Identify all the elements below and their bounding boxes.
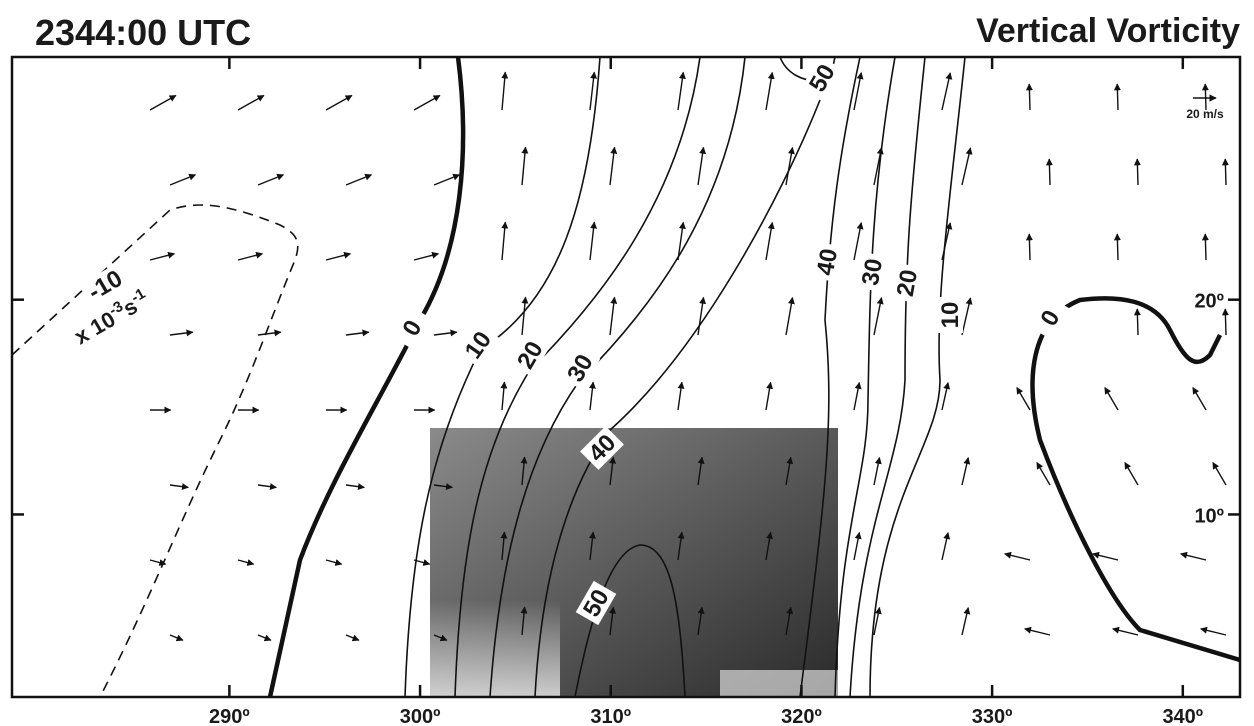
wind-vector	[1049, 159, 1050, 185]
wind-vector	[874, 458, 880, 485]
wind-vector	[1029, 84, 1030, 110]
wind-vector	[874, 298, 881, 335]
wind-vector	[1137, 309, 1138, 335]
wind-vector	[1181, 554, 1206, 560]
wind-vector	[1225, 159, 1226, 185]
wind-vector	[502, 222, 505, 260]
wind-vector	[962, 608, 968, 635]
wind-vector	[942, 73, 950, 110]
wind-vector	[610, 147, 615, 185]
wind-vector	[962, 148, 970, 185]
y-tick-label: 20º	[1194, 291, 1224, 313]
wind-vector	[766, 73, 772, 110]
contour-line	[1033, 298, 1240, 660]
wind-vector	[150, 254, 174, 260]
y-tick-label: 10º	[1194, 505, 1224, 527]
wind-vector	[678, 382, 682, 410]
contour-line	[12, 205, 298, 697]
x-tick-label: 330º	[972, 706, 1013, 726]
wind-vector	[1117, 84, 1118, 110]
wind-vector	[1005, 554, 1030, 560]
wind-vector	[610, 297, 615, 335]
wind-vector	[1025, 629, 1050, 635]
wind-vector	[854, 223, 861, 260]
wind-vector	[434, 175, 459, 185]
wind-vector	[766, 223, 772, 260]
x-tick-label: 300º	[400, 706, 441, 726]
contour-label: 10	[937, 302, 964, 329]
contour-label: 30	[857, 257, 888, 288]
wind-vector	[1125, 463, 1138, 485]
wind-vector	[258, 635, 271, 640]
wind-vector	[1029, 234, 1030, 260]
wind-vector	[326, 95, 352, 110]
wind-vector	[1017, 388, 1030, 410]
wind-vector	[238, 95, 264, 110]
wind-vector	[346, 175, 371, 185]
wind-vector	[854, 383, 859, 410]
wind-vector	[1201, 629, 1226, 635]
wind-vector	[238, 254, 262, 260]
wind-vector	[1105, 388, 1118, 410]
contour-line	[835, 57, 895, 697]
wind-vector	[786, 298, 792, 335]
x-tick-label: 310º	[590, 706, 631, 726]
x-tick-label: 290º	[209, 706, 250, 726]
wind-vector	[150, 95, 176, 110]
wind-vector	[590, 222, 594, 260]
wind-vector	[678, 72, 683, 110]
wind-vector	[942, 383, 948, 410]
wind-vector	[590, 382, 593, 410]
wind-vector	[258, 332, 281, 335]
wind-vector	[854, 533, 859, 560]
wind-vector	[346, 332, 369, 335]
wind-vector	[238, 560, 254, 564]
wind-vector	[346, 635, 359, 640]
wind-vector	[698, 297, 703, 335]
x-tick-label: 320º	[781, 706, 822, 726]
wind-vector	[1205, 234, 1206, 260]
wind-vector	[258, 175, 283, 185]
wind-vector	[522, 147, 526, 185]
wind-vector	[434, 332, 457, 335]
wind-vector	[590, 72, 594, 110]
wind-vector	[170, 332, 193, 335]
chart-title: 2344:00 UTC	[35, 12, 251, 53]
wind-vector	[522, 297, 526, 335]
wind-vector	[1193, 388, 1206, 410]
wind-vector	[942, 533, 948, 560]
wind-vector	[1137, 159, 1138, 185]
wind-vector	[502, 382, 504, 410]
x-tick-label: 340º	[1162, 706, 1203, 726]
wind-vector	[170, 485, 188, 487]
wind-vector	[170, 635, 183, 640]
wind-vector	[414, 254, 438, 260]
wind-vector	[346, 485, 364, 487]
wind-vector	[170, 175, 195, 185]
contour-label: 20	[892, 268, 923, 299]
vector-scale-label: 20 m/s	[1186, 107, 1224, 121]
wind-vector	[766, 382, 771, 410]
wind-vector	[258, 485, 276, 487]
wind-vector	[1213, 463, 1226, 485]
wind-vector	[698, 147, 703, 185]
wind-vector	[1225, 309, 1226, 335]
contour-label: 40	[812, 247, 843, 278]
wind-vector	[1093, 554, 1118, 560]
chart-subtitle: Vertical Vorticity	[976, 12, 1240, 50]
wind-vector	[502, 72, 505, 110]
wind-vector	[1117, 234, 1118, 260]
wind-vector	[1113, 629, 1138, 635]
photo-inset	[430, 428, 838, 697]
wind-vector	[414, 95, 440, 110]
chart: 2344:00 UTC Vertical Vorticity -10001010…	[0, 0, 1254, 726]
wind-vector	[326, 560, 342, 564]
contour-line	[850, 57, 925, 697]
wind-vector	[326, 254, 350, 260]
wind-vector	[962, 458, 968, 485]
contour-line	[870, 57, 965, 697]
contour-label: 10	[460, 327, 497, 364]
